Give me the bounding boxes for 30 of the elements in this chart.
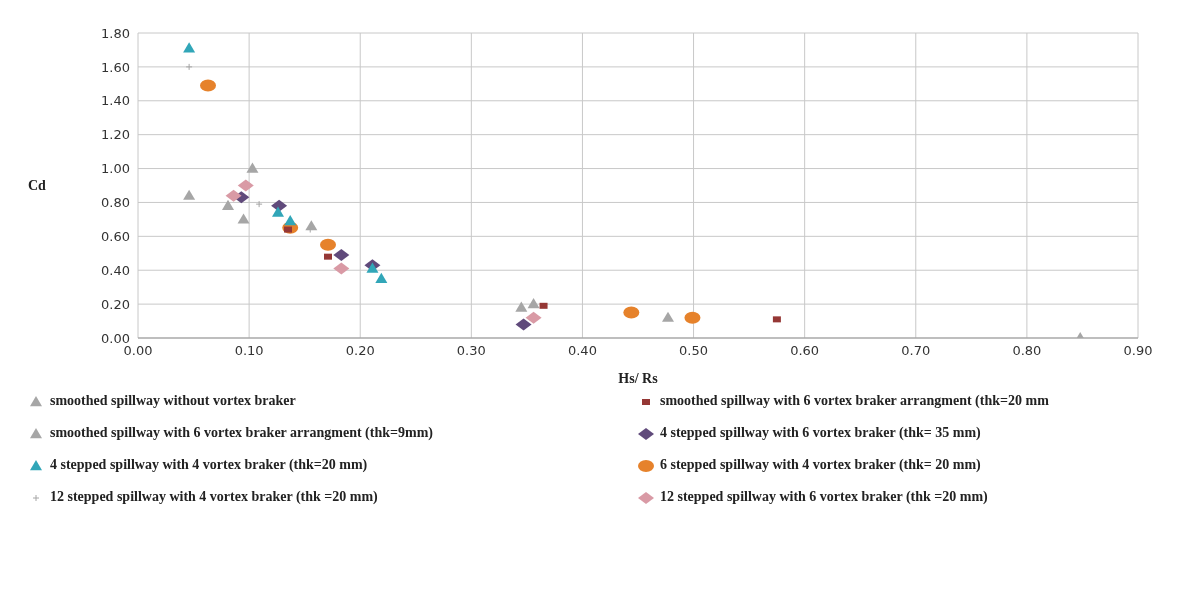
x-tick-label: 0.20 bbox=[345, 343, 375, 359]
y-tick-label: 1.20 bbox=[101, 127, 130, 143]
y-tick-label: 0.20 bbox=[101, 296, 130, 312]
legend-label: 12 stepped spillway with 6 vortex braker (thk =20 mm) bbox=[659, 489, 989, 505]
y-tick-label: 0.00 bbox=[101, 330, 130, 346]
legend-label: 4 stepped spillway with 4 vortex braker (thk=20 mm) bbox=[49, 457, 369, 473]
legend-label: 12 stepped spillway with 4 vortex braker (thk =20 mm) bbox=[49, 489, 379, 505]
y-tick-label: 0.80 bbox=[101, 195, 130, 211]
y-tick-label: 1.40 bbox=[101, 93, 130, 109]
x-tick-label: 0.30 bbox=[456, 343, 486, 359]
y-tick-label: 1.80 bbox=[101, 25, 130, 41]
y-tick-label: 0.60 bbox=[101, 228, 130, 244]
x-tick-label: 0.00 bbox=[123, 343, 153, 359]
x-tick-label: 0.80 bbox=[1012, 343, 1042, 359]
x-tick-label: 0.50 bbox=[679, 343, 709, 359]
x-tick-label: 0.60 bbox=[790, 343, 820, 359]
x-tick-label: 0.40 bbox=[567, 343, 597, 359]
legend-label: 4 stepped spillway with 6 vortex braker (thk= 35 mm) bbox=[659, 425, 982, 441]
y-tick-label: 1.00 bbox=[101, 161, 130, 177]
y-tick-label: 1.60 bbox=[101, 59, 130, 75]
x-tick-label: 0.10 bbox=[234, 343, 264, 359]
x-tick-label: 0.70 bbox=[901, 343, 931, 359]
legend-label: smoothed spillway without vortex braker bbox=[49, 393, 297, 409]
y-tick-label: 0.40 bbox=[101, 262, 130, 278]
legend-label: smoothed spillway with 6 vortex braker arrangment (thk=9mm) bbox=[49, 425, 434, 441]
legend-label: 6 stepped spillway with 4 vortex braker (thk= 20 mm) bbox=[659, 457, 982, 473]
legend-label: smoothed spillway with 6 vortex braker arrangment (thk=20 mm bbox=[659, 393, 1050, 409]
y-axis-title: Cd bbox=[28, 178, 47, 194]
x-tick-label: 0.90 bbox=[1123, 343, 1153, 359]
x-axis-title: Hs/ Rs bbox=[618, 371, 659, 386]
